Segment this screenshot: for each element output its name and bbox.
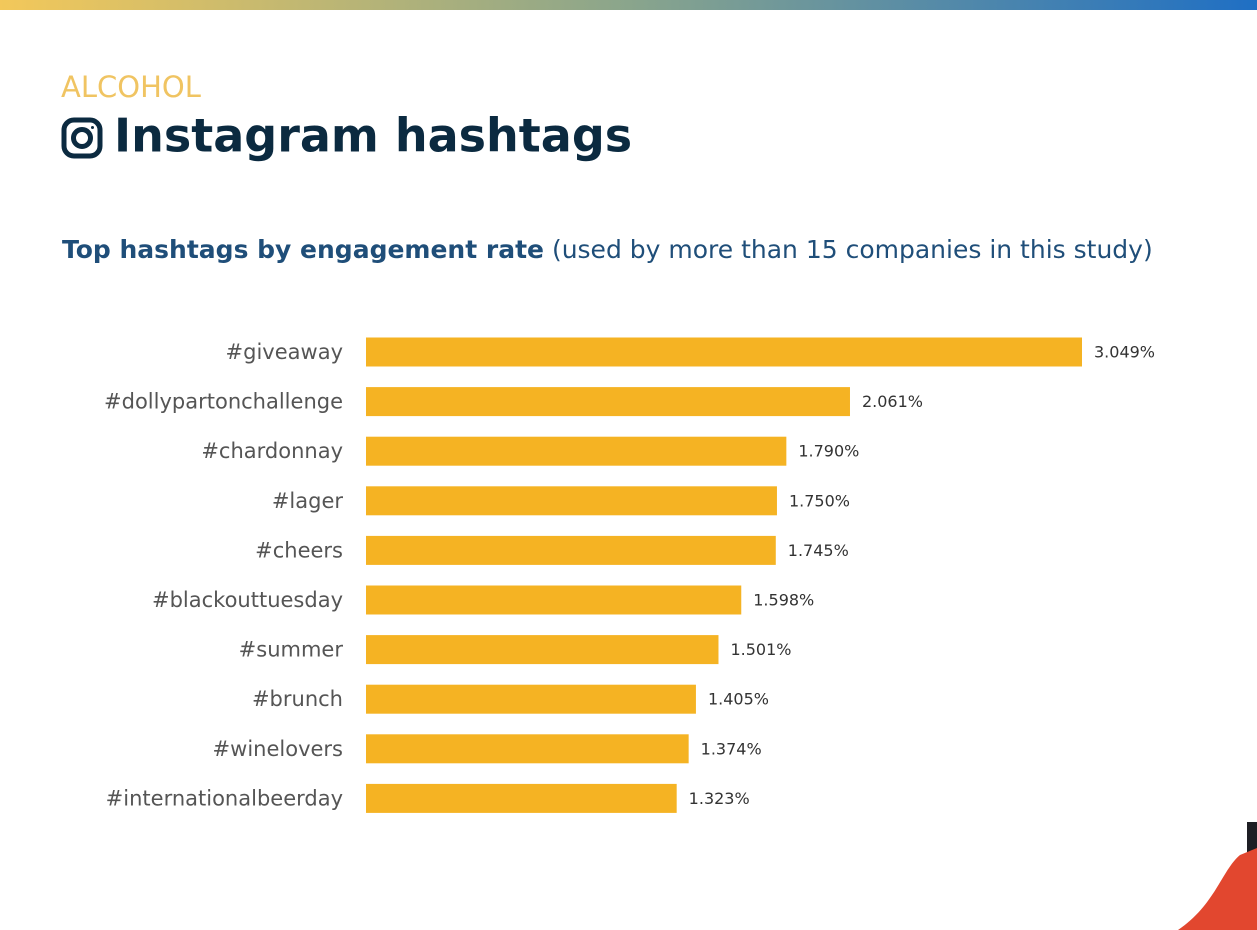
value-label: 1.405%	[708, 690, 769, 709]
category-label: #chardonnay	[201, 439, 343, 463]
bar	[366, 436, 787, 466]
subtitle: Top hashtags by engagement rate	[62, 235, 544, 264]
bar	[366, 783, 677, 813]
value-label: 1.598%	[753, 591, 814, 610]
bar	[366, 684, 696, 714]
kicker: ALCOHOL	[61, 70, 201, 104]
value-label: 1.790%	[798, 442, 859, 461]
bar	[366, 635, 719, 665]
category-label: #summer	[239, 638, 344, 662]
category-label: #internationalbeerday	[106, 786, 343, 810]
bar	[366, 387, 850, 417]
subtitle-line: Top hashtags by engagement rate (used by…	[62, 235, 1153, 264]
category-label: #brunch	[252, 687, 343, 711]
value-label: 1.323%	[689, 789, 750, 808]
instagram-icon	[61, 117, 103, 159]
bar	[366, 535, 776, 565]
category-label: #winelovers	[213, 737, 343, 761]
category-label: #blackouttuesday	[152, 588, 343, 612]
chart-title: Instagram hashtags	[114, 109, 632, 163]
value-label: 1.501%	[730, 640, 791, 659]
value-label: 2.061%	[862, 392, 923, 411]
category-label: #dollypartonchallenge	[104, 390, 343, 414]
bar	[366, 734, 689, 764]
bar	[366, 585, 742, 615]
value-label: 1.745%	[788, 541, 849, 560]
top-band	[0, 0, 1257, 10]
category-label: #giveaway	[226, 340, 343, 364]
corner-wave	[1178, 848, 1257, 930]
bar	[366, 486, 777, 516]
bar	[366, 337, 1082, 367]
value-label: 1.750%	[789, 491, 850, 510]
value-label: 1.374%	[701, 739, 762, 758]
category-label: #cheers	[255, 538, 343, 562]
subtitle-note: (used by more than 15 companies in this …	[552, 235, 1153, 264]
value-label: 3.049%	[1094, 343, 1155, 362]
category-label: #lager	[272, 489, 344, 513]
plot: #giveaway 3.049% #dollypartonchallenge 2.06…	[104, 337, 1155, 813]
